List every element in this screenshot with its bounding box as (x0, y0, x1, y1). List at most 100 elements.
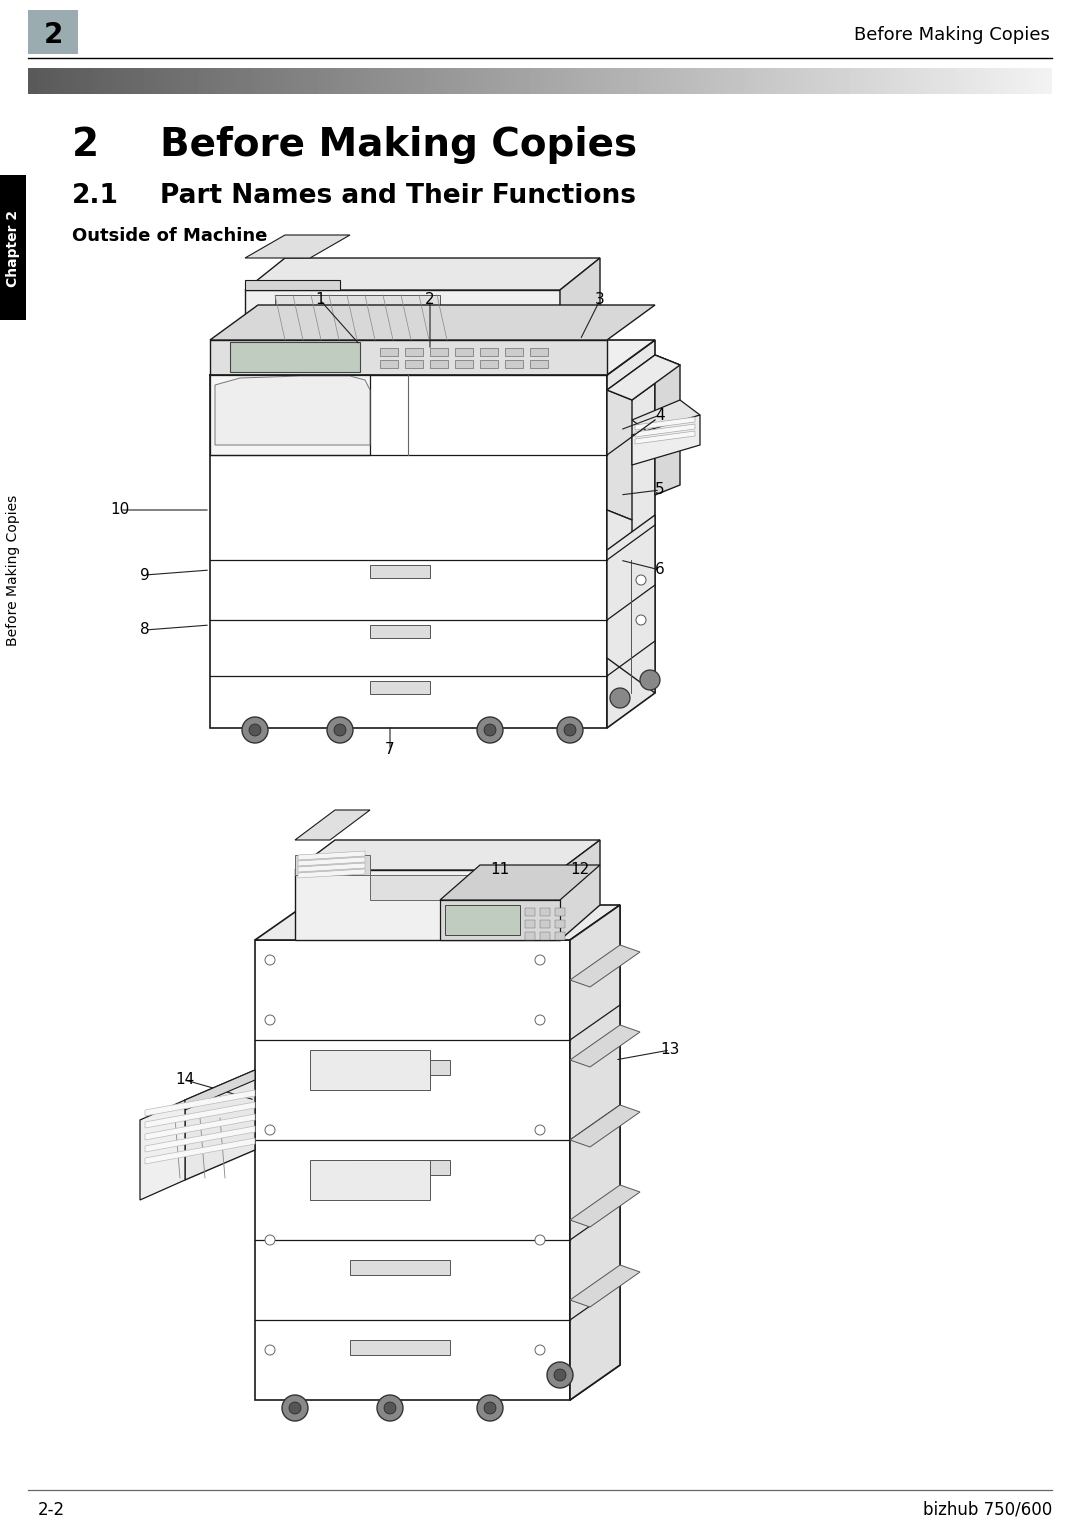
Polygon shape (145, 1102, 255, 1128)
Text: Chapter 2: Chapter 2 (6, 209, 21, 286)
Circle shape (564, 725, 576, 735)
Bar (28, 11, 78, 54)
Circle shape (535, 1346, 545, 1355)
Circle shape (535, 1235, 545, 1245)
Polygon shape (295, 870, 561, 940)
Polygon shape (370, 625, 430, 638)
Text: 2: 2 (426, 292, 435, 307)
Text: 13: 13 (660, 1043, 679, 1058)
Polygon shape (525, 908, 535, 916)
Polygon shape (310, 1161, 430, 1200)
Text: bizhub 750/600: bizhub 750/600 (922, 1501, 1052, 1518)
Text: Part Names and Their Functions: Part Names and Their Functions (160, 183, 636, 209)
Polygon shape (455, 359, 473, 368)
Circle shape (546, 1362, 573, 1388)
Polygon shape (440, 901, 561, 940)
Polygon shape (635, 417, 696, 430)
Polygon shape (455, 349, 473, 356)
Polygon shape (350, 1260, 450, 1275)
Circle shape (554, 1368, 566, 1381)
Circle shape (265, 1015, 275, 1024)
Polygon shape (570, 905, 620, 1401)
Polygon shape (570, 945, 640, 988)
Polygon shape (632, 414, 700, 465)
Text: Before Making Copies: Before Making Copies (6, 494, 21, 645)
Text: 10: 10 (110, 503, 130, 517)
Text: Outside of Machine: Outside of Machine (72, 226, 268, 245)
Polygon shape (505, 359, 523, 368)
Text: 6: 6 (656, 563, 665, 578)
Text: 8: 8 (140, 622, 150, 638)
Text: Before Making Copies: Before Making Copies (160, 125, 637, 164)
Polygon shape (225, 401, 265, 414)
Polygon shape (185, 1070, 255, 1180)
Polygon shape (607, 515, 654, 693)
Polygon shape (607, 339, 654, 728)
Bar (0, 174, 26, 320)
Polygon shape (607, 355, 680, 401)
Polygon shape (350, 1161, 450, 1174)
Polygon shape (561, 839, 600, 940)
Text: 4: 4 (656, 408, 665, 422)
Polygon shape (561, 258, 600, 346)
Circle shape (535, 1125, 545, 1135)
Circle shape (535, 1015, 545, 1024)
Polygon shape (540, 920, 550, 928)
Polygon shape (480, 349, 498, 356)
Polygon shape (540, 933, 550, 940)
Polygon shape (298, 856, 365, 865)
Circle shape (610, 688, 630, 708)
Polygon shape (145, 1138, 255, 1164)
Polygon shape (295, 855, 370, 875)
Polygon shape (210, 339, 607, 375)
Polygon shape (255, 940, 570, 1401)
Polygon shape (570, 1264, 640, 1307)
Polygon shape (210, 375, 607, 728)
Circle shape (282, 1394, 308, 1420)
Text: 14: 14 (175, 1072, 194, 1087)
Polygon shape (350, 1060, 450, 1075)
Circle shape (334, 725, 346, 735)
Circle shape (377, 1394, 403, 1420)
Polygon shape (245, 291, 561, 346)
Polygon shape (635, 431, 696, 443)
Text: 1: 1 (315, 292, 325, 307)
Text: 12: 12 (570, 862, 590, 878)
Text: 2-2: 2-2 (38, 1501, 65, 1518)
Text: Before Making Copies: Before Making Copies (854, 26, 1050, 44)
Circle shape (636, 575, 646, 586)
Polygon shape (607, 390, 632, 520)
Polygon shape (380, 359, 399, 368)
Polygon shape (525, 933, 535, 940)
Polygon shape (310, 1050, 430, 1090)
Polygon shape (607, 511, 632, 560)
Polygon shape (215, 376, 370, 445)
Polygon shape (525, 920, 535, 928)
Circle shape (384, 1402, 396, 1414)
Polygon shape (185, 1070, 255, 1110)
Polygon shape (230, 342, 360, 372)
Polygon shape (275, 295, 440, 339)
Text: 9: 9 (140, 567, 150, 583)
Circle shape (484, 1402, 496, 1414)
Polygon shape (430, 349, 448, 356)
Text: 11: 11 (490, 862, 510, 878)
Polygon shape (445, 905, 519, 936)
Polygon shape (405, 359, 423, 368)
Polygon shape (245, 235, 350, 258)
Polygon shape (245, 258, 600, 291)
Polygon shape (570, 1185, 640, 1226)
Circle shape (484, 725, 496, 735)
Polygon shape (140, 1099, 185, 1200)
Circle shape (265, 1346, 275, 1355)
Circle shape (265, 1125, 275, 1135)
Text: 2: 2 (43, 21, 63, 49)
Polygon shape (530, 359, 548, 368)
Polygon shape (530, 349, 548, 356)
Circle shape (327, 717, 353, 743)
Polygon shape (298, 868, 365, 878)
Polygon shape (480, 359, 498, 368)
Polygon shape (570, 905, 620, 1401)
Circle shape (477, 717, 503, 743)
Polygon shape (350, 1339, 450, 1355)
